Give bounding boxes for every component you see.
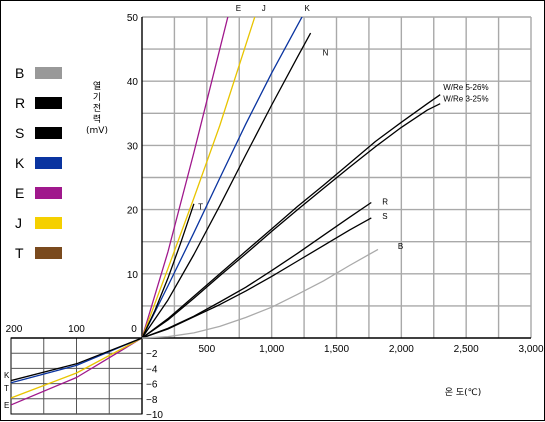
y-axis-title: 열 기 전 력 (mV) [86, 81, 108, 136]
y-axis-title-line: 기 [93, 92, 101, 103]
series-label-t: T [198, 202, 203, 211]
series-label-n: N [323, 48, 329, 57]
y-tick-label: 10 [127, 270, 139, 281]
neg-y-tick-label: −2 [146, 349, 158, 360]
legend-code-s: S [15, 125, 24, 141]
y-axis-title-line: 력 [93, 113, 101, 125]
y-tick-label: 20 [127, 206, 139, 217]
y-axis-title-line: 전 [93, 103, 101, 114]
legend-swatch-r [35, 97, 62, 109]
x-tick-label: 2,500 [454, 344, 479, 355]
legend-swatch-e [35, 187, 62, 199]
y-axis-title-line: 열 [93, 81, 101, 92]
x-tick-label: 1,000 [259, 344, 284, 355]
x-tick-label: 500 [198, 344, 215, 355]
legend-code-e: E [15, 185, 24, 201]
x-tick-label: 3,000 [518, 344, 543, 355]
series-label-s: S [382, 212, 387, 221]
neg-x-tick-label: 0 [131, 324, 137, 335]
axes [11, 17, 531, 414]
neg-x-tick-label: 100 [68, 324, 85, 335]
series-label-e: E [236, 4, 241, 13]
legend-code-j: J [15, 215, 22, 231]
series-line-n [141, 32, 312, 339]
series-line-w-re-5-26- [141, 94, 441, 339]
neg-y-tick-label: −6 [146, 380, 158, 391]
y-tick-label: 50 [127, 13, 139, 24]
legend-swatch-s [35, 127, 62, 139]
series-label-b: B [398, 242, 403, 251]
axis-titles: 열 기 전 력 (mV) 온 도(℃) [86, 81, 481, 398]
neg-x-tick-label: 200 [6, 324, 23, 335]
x-axis-title: 온 도(℃) [445, 387, 482, 398]
series-line-w-re-3-25- [141, 103, 441, 339]
x-tick-label: 1,500 [324, 344, 349, 355]
series-label-w-re-5-26-: W/Re 5-26% [443, 83, 488, 92]
series-line-j [11, 17, 256, 399]
y-axis-title-line: (mV) [86, 126, 108, 136]
legend-swatch-b [35, 67, 62, 79]
legend-code-r: R [15, 95, 25, 111]
neg-series-label-e: E [4, 401, 9, 410]
series-line-k [11, 17, 303, 384]
legend-code-t: T [15, 245, 24, 261]
legend-code-k: K [15, 155, 25, 171]
neg-series-label-k: K [4, 371, 10, 380]
tick-labels: 500 1,000 1,500 2,000 2,500 3,000 200 100 0 10 20 3… [6, 13, 544, 421]
neg-y-tick-label: −4 [146, 364, 158, 375]
series-label-k: K [304, 4, 310, 13]
legend-swatch-k [35, 157, 62, 169]
legend-swatch-t [35, 247, 62, 259]
series-lines [11, 17, 441, 406]
series-label-w-re-3-25-: W/Re 3-25% [443, 95, 488, 104]
series-label-j: J [262, 4, 266, 13]
x-tick-label: 2,000 [389, 344, 414, 355]
y-tick-label: 30 [127, 141, 139, 152]
series-label-r: R [382, 197, 388, 206]
series-line-e [11, 17, 229, 406]
legend-swatch-j [35, 217, 62, 229]
neg-series-label-t: T [4, 384, 9, 393]
series-line-t [11, 203, 195, 382]
neg-y-tick-label: −8 [146, 395, 158, 406]
neg-y-tick-label: −10 [146, 410, 163, 421]
series-line-b [141, 248, 379, 339]
legend-code-b: B [15, 65, 24, 81]
series-line-s [141, 217, 372, 339]
y-tick-label: 40 [127, 77, 139, 88]
